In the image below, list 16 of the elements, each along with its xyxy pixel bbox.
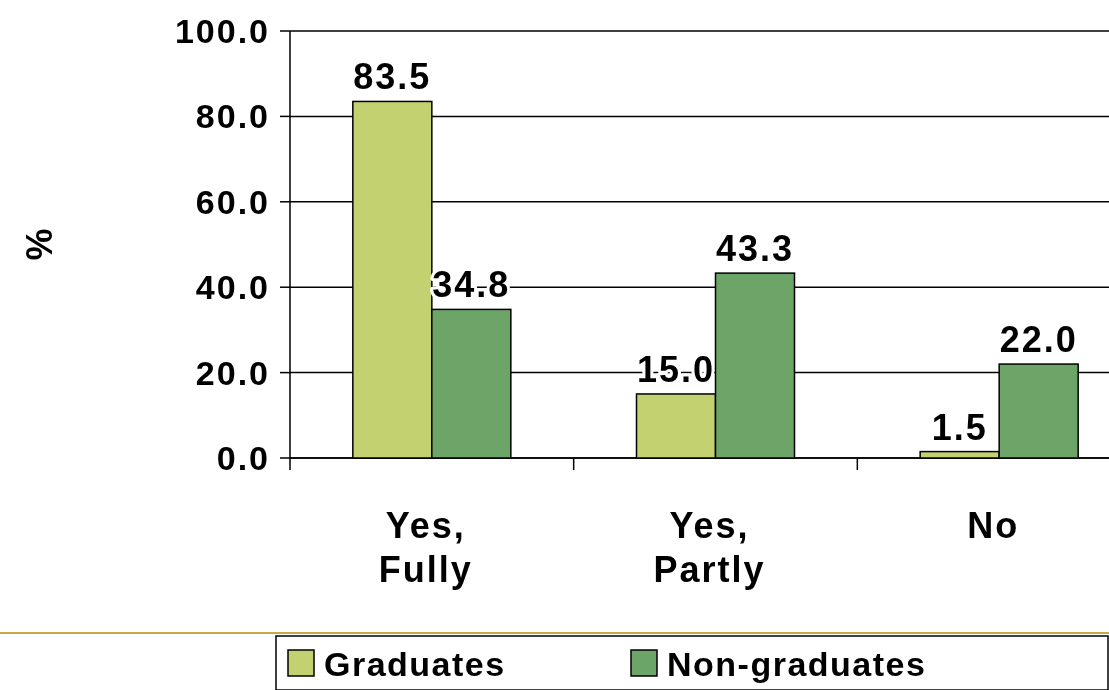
y-tick-label: 100.0 bbox=[174, 11, 270, 50]
x-tick-label: Yes, Partly bbox=[653, 505, 766, 590]
y-tick-label: 80.0 bbox=[195, 97, 270, 136]
legend-label: Graduates bbox=[324, 645, 506, 683]
data-label: 1.5 bbox=[931, 406, 988, 448]
x-tick-label: Yes, Fully bbox=[378, 505, 473, 590]
data-label: 83.5 bbox=[353, 56, 432, 98]
y-axis-title: % bbox=[19, 228, 60, 261]
data-label: 43.3 bbox=[715, 228, 795, 270]
data-label: 22.0 bbox=[999, 319, 1078, 361]
x-tick-label: No bbox=[967, 505, 1020, 546]
y-tick-label: 20.0 bbox=[195, 353, 270, 392]
y-tick-label: 40.0 bbox=[195, 268, 270, 307]
legend-label: Non-graduates bbox=[667, 645, 927, 683]
y-tick-label: 60.0 bbox=[195, 182, 270, 221]
y-tick-label: 0.0 bbox=[216, 438, 270, 477]
